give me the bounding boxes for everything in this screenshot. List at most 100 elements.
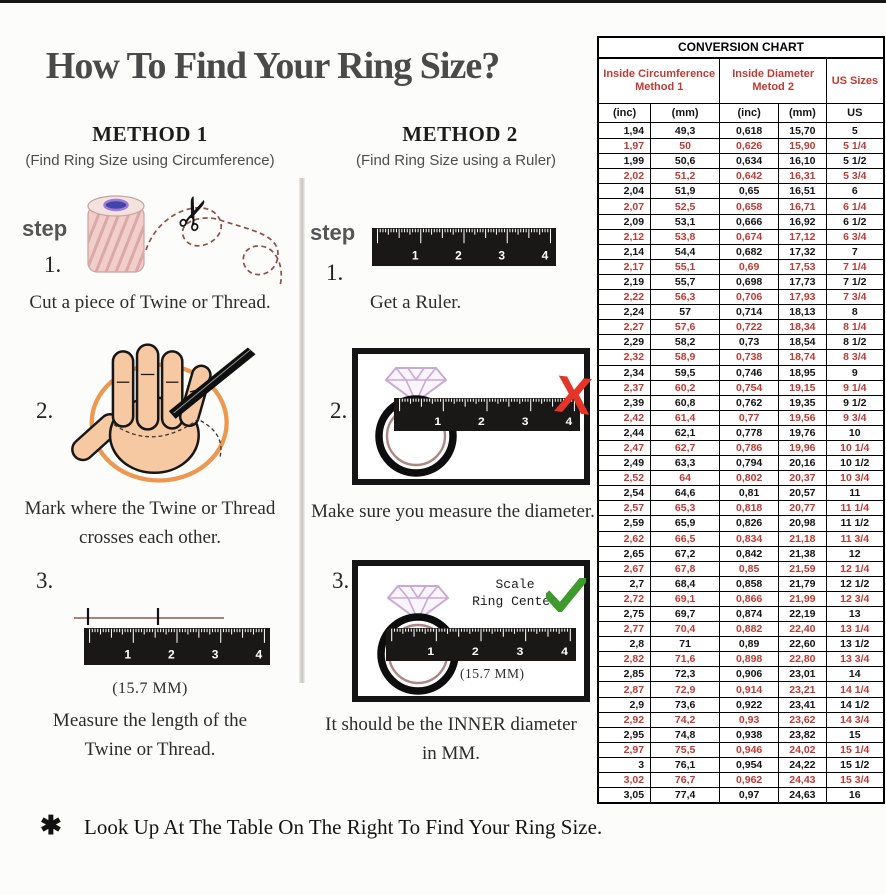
table-cell: 17,32 xyxy=(778,244,825,259)
table-cell: 49,3 xyxy=(650,123,719,139)
table-cell: 72,3 xyxy=(650,667,719,682)
ruler-number: 2 xyxy=(168,648,175,662)
table-row: 2,9 73,6 0,922 23,41 14 1/2 xyxy=(599,696,883,712)
table-cell: 0,618 xyxy=(719,123,778,139)
table-cell: 0,73 xyxy=(719,335,778,350)
table-cell: 5 1/2 xyxy=(825,154,883,169)
table-row: 2,44 62,1 0,778 19,76 10 xyxy=(599,424,883,440)
twine-spool-scissors-illustration: ✂ xyxy=(87,188,283,287)
table-cell: 0,858 xyxy=(719,576,778,591)
table-cell: 0,642 xyxy=(719,169,778,184)
method1-step1-caption: Cut a piece of Twine or Thread. xyxy=(29,292,271,313)
table-cell: 0,954 xyxy=(719,757,778,773)
table-cell: 0,778 xyxy=(719,425,778,440)
method1-step3-number: 3. xyxy=(36,568,54,593)
table-cell: 0,866 xyxy=(719,591,778,606)
table-row: 2,02 51,2 0,642 16,31 5 3/4 xyxy=(599,168,883,184)
table-cell: 76,1 xyxy=(650,757,719,773)
table-cell: 0,922 xyxy=(719,697,778,712)
table-cell: 77,4 xyxy=(650,788,719,803)
chart-column-header: (inc) (mm) (inc) (mm) US xyxy=(599,104,883,123)
table-cell: 2,57 xyxy=(623,502,645,515)
table-cell: 6 1/2 xyxy=(825,214,883,229)
table-cell: 16,51 xyxy=(778,184,825,199)
table-cell: 2,44 xyxy=(623,426,645,439)
table-row: 2,72 69,1 0,866 21,99 12 3/4 xyxy=(599,590,883,606)
table-cell: 53,1 xyxy=(650,214,719,229)
table-cell: 22,80 xyxy=(778,652,825,667)
table-cell: 24,63 xyxy=(778,788,825,803)
table-cell: 19,76 xyxy=(778,425,825,440)
table-cell: 72,9 xyxy=(650,682,719,697)
table-cell: 2,87 xyxy=(623,683,645,696)
table-cell: 6 3/4 xyxy=(825,229,883,244)
table-row: 2,29 58,2 0,73 18,54 8 1/2 xyxy=(599,334,883,350)
table-cell: 15 1/4 xyxy=(825,742,883,757)
top-border xyxy=(0,0,886,3)
table-cell: 23,82 xyxy=(778,727,825,742)
table-cell: 8 xyxy=(825,305,883,320)
table-cell: 3 xyxy=(638,758,645,771)
scale-ring-center-label: Scale Ring Center xyxy=(472,577,558,609)
table-cell: 0,818 xyxy=(719,501,778,516)
table-cell: 11 3/4 xyxy=(825,531,883,546)
table-cell: 16,10 xyxy=(778,154,825,169)
table-cell: 2,7 xyxy=(629,577,645,590)
table-cell: 50 xyxy=(650,139,719,154)
table-row: 1,99 50,6 0,634 16,10 5 1/2 xyxy=(599,153,883,169)
table-cell: 12 3/4 xyxy=(825,591,883,606)
ruler-number: 4 xyxy=(565,417,572,428)
table-cell: 51,2 xyxy=(650,169,719,184)
table-row: 2,7 68,4 0,858 21,79 12 1/2 xyxy=(599,575,883,591)
table-cell: 0,81 xyxy=(719,486,778,501)
thread-curl xyxy=(145,206,283,287)
table-cell: 2,75 xyxy=(623,608,645,621)
table-cell: 0,69 xyxy=(719,259,778,274)
table-cell: 17,53 xyxy=(778,259,825,274)
table-row: 2,39 60,8 0,762 19,35 9 1/2 xyxy=(599,394,883,410)
method2-step3-number: 3. xyxy=(332,568,350,593)
table-cell: 0,698 xyxy=(719,274,778,290)
method1-step2-caption: Mark where the Twine or Thread crosses e… xyxy=(24,498,276,548)
table-cell: 0,634 xyxy=(719,154,778,169)
table-cell: 66,5 xyxy=(650,531,719,546)
table-cell: 16,92 xyxy=(778,214,825,229)
table-cell: 20,98 xyxy=(778,516,825,531)
table-cell: 23,62 xyxy=(778,712,825,727)
ruler-number: 1 xyxy=(427,647,434,658)
table-cell: 2,22 xyxy=(623,291,645,304)
wrong-measurement-box: 1 2 3 4 X xyxy=(352,348,594,485)
table-cell: 19,35 xyxy=(778,395,825,410)
table-row: 2,77 70,4 0,882 22,40 13 1/4 xyxy=(599,621,883,637)
table-cell: 22,60 xyxy=(778,637,825,652)
table-cell: 9 1/2 xyxy=(825,395,883,410)
table-cell: 0,762 xyxy=(719,395,778,410)
ruler-illustration: 1 2 3 4 xyxy=(372,228,556,266)
table-cell: 21,99 xyxy=(778,591,825,606)
table-cell: 0,714 xyxy=(719,305,778,320)
table-cell: 2,52 xyxy=(623,472,645,485)
wrong-x-mark: X xyxy=(552,365,595,427)
table-row: 2,59 65,9 0,826 20,98 11 1/2 xyxy=(599,515,883,531)
table-row: 2,42 61,4 0,77 19,56 9 3/4 xyxy=(599,409,883,425)
table-row: 2,14 54,4 0,682 17,32 7 xyxy=(599,243,883,259)
table-cell: 2,19 xyxy=(623,275,645,288)
table-row: 2,19 55,7 0,698 17,73 7 1/2 xyxy=(599,273,883,290)
table-row: 2,85 72,3 0,906 23,01 14 xyxy=(599,666,883,682)
table-cell: 2,09 xyxy=(623,215,645,228)
table-cell: 0,786 xyxy=(719,440,778,456)
table-cell: 2,8 xyxy=(629,638,645,651)
table-cell: 2,14 xyxy=(623,245,645,258)
hand-icon xyxy=(71,343,212,475)
group-header-diameter: Inside Diameter Metod 2 xyxy=(719,59,826,103)
table-row: 2,82 71,6 0,898 22,80 13 3/4 xyxy=(599,651,883,667)
table-cell: 67,8 xyxy=(650,561,719,576)
column-divider xyxy=(299,178,305,683)
table-cell: 70,4 xyxy=(650,622,719,637)
table-cell: 0,826 xyxy=(719,516,778,531)
table-cell: 51,9 xyxy=(650,184,719,199)
table-cell: 13 xyxy=(825,607,883,622)
table-row: 2,12 53,8 0,674 17,12 6 3/4 xyxy=(599,228,883,244)
table-cell: 5 xyxy=(825,123,883,139)
